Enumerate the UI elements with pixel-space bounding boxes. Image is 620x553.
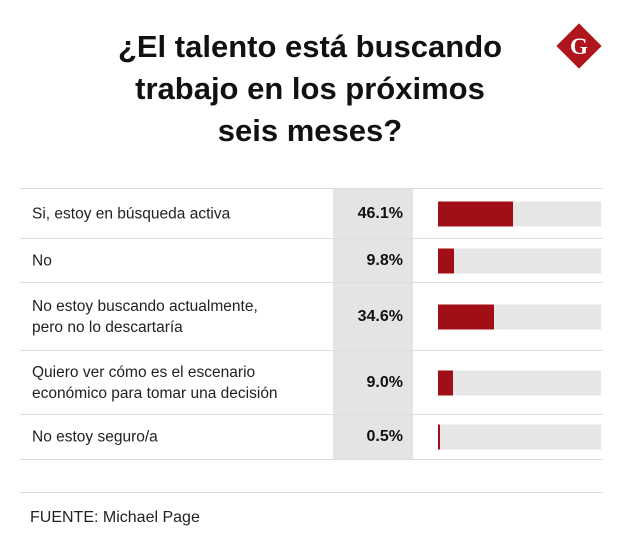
table-row: 46.1% Si, estoy en búsqueda activa bbox=[20, 188, 603, 239]
table-row: 9.8% No bbox=[20, 238, 603, 283]
value-label: 0.5% bbox=[366, 428, 403, 445]
gestion-logo-icon: G bbox=[556, 23, 602, 69]
category-label-line: pero no lo descartaría bbox=[32, 319, 183, 336]
value-cell: 0.5% bbox=[333, 415, 413, 459]
bar bbox=[438, 201, 514, 227]
value-cell: 46.1% bbox=[333, 189, 413, 239]
bar bbox=[438, 304, 495, 330]
value-label: 9.8% bbox=[366, 252, 403, 269]
value-label: 34.6% bbox=[357, 308, 403, 325]
category-label-line: No bbox=[32, 252, 52, 270]
category-label: No estoy seguro/a bbox=[32, 427, 332, 448]
logo-letter: G bbox=[570, 34, 588, 59]
category-label-line: Quiero ver cómo es el escenario bbox=[32, 364, 256, 381]
table-row: 0.5% No estoy seguro/a bbox=[20, 414, 603, 460]
category-label: No bbox=[32, 251, 332, 272]
value-cell: 9.0% bbox=[333, 351, 413, 415]
bar-track bbox=[438, 248, 601, 274]
bar bbox=[438, 370, 453, 396]
table-row: 34.6% No estoy buscando actualmente, pero … bbox=[20, 282, 603, 351]
category-label: No estoy buscando actualmente, pero no lo… bbox=[32, 296, 332, 338]
category-label: Si, estoy en búsqueda activa bbox=[32, 204, 332, 225]
chart-title: ¿El talento está buscando trabajo en los… bbox=[60, 26, 560, 152]
title-line: ¿El talento está buscando bbox=[117, 29, 503, 64]
category-label: Quiero ver cómo es el escenario económico… bbox=[32, 362, 332, 404]
category-label-line: No estoy buscando actualmente, bbox=[32, 298, 258, 315]
source-note: FUENTE: Michael Page bbox=[30, 509, 200, 526]
bar bbox=[438, 424, 440, 450]
bar-track bbox=[438, 424, 601, 450]
bar bbox=[438, 248, 454, 274]
bar-table: 46.1% Si, estoy en búsqueda activa 9.8% No 3… bbox=[20, 188, 603, 460]
bar-track bbox=[438, 304, 601, 330]
value-label: 46.1% bbox=[357, 205, 403, 222]
footer-divider bbox=[20, 492, 603, 493]
title-line: trabajo en los próximos bbox=[135, 71, 485, 106]
value-label: 9.0% bbox=[366, 374, 403, 391]
category-label-line: económico para tomar una decisión bbox=[32, 385, 278, 402]
value-cell: 9.8% bbox=[333, 239, 413, 283]
category-label-line: Si, estoy en búsqueda activa bbox=[32, 205, 231, 223]
category-label-line: No estoy seguro/a bbox=[32, 428, 158, 446]
value-cell: 34.6% bbox=[333, 283, 413, 351]
table-row: 9.0% Quiero ver cómo es el escenario econó… bbox=[20, 350, 603, 415]
bar-track bbox=[438, 370, 601, 396]
bar-track bbox=[438, 201, 601, 227]
title-line: seis meses? bbox=[217, 113, 403, 148]
